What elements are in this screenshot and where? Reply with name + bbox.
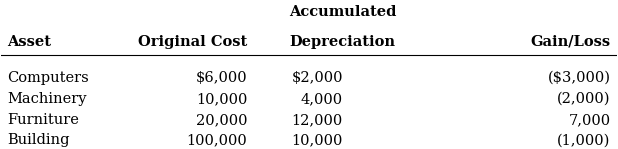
Text: Asset: Asset (7, 35, 51, 49)
Text: 10,000: 10,000 (292, 133, 343, 147)
Text: $2,000: $2,000 (291, 71, 343, 85)
Text: Gain/Loss: Gain/Loss (530, 35, 611, 49)
Text: 4,000: 4,000 (301, 92, 343, 106)
Text: 20,000: 20,000 (196, 113, 247, 127)
Text: 10,000: 10,000 (196, 92, 247, 106)
Text: Building: Building (7, 133, 70, 147)
Text: $6,000: $6,000 (196, 71, 247, 85)
Text: Depreciation: Depreciation (290, 35, 396, 49)
Text: Machinery: Machinery (7, 92, 87, 106)
Text: ($3,000): ($3,000) (548, 71, 611, 85)
Text: Original Cost: Original Cost (138, 35, 247, 49)
Text: Accumulated: Accumulated (289, 5, 397, 19)
Text: 12,000: 12,000 (292, 113, 343, 127)
Text: (1,000): (1,000) (557, 133, 611, 147)
Text: (2,000): (2,000) (557, 92, 611, 106)
Text: 7,000: 7,000 (569, 113, 611, 127)
Text: Furniture: Furniture (7, 113, 80, 127)
Text: Computers: Computers (7, 71, 89, 85)
Text: 100,000: 100,000 (187, 133, 247, 147)
